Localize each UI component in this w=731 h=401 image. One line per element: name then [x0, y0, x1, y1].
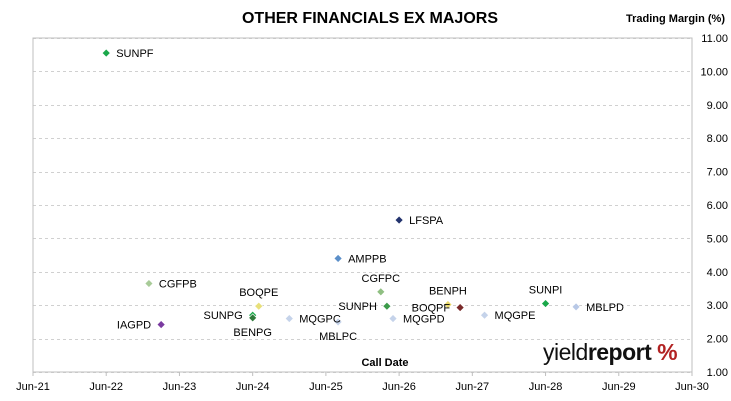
data-label-mblpd: MBLPD	[586, 302, 624, 314]
data-label-sunph: SUNPH	[338, 301, 377, 313]
x-tick-label: Jun-30	[675, 381, 709, 393]
yieldreport-logo: yieldreport %	[543, 339, 678, 366]
x-tick-label: Jun-23	[163, 381, 197, 393]
x-tick-label: Jun-24	[236, 381, 270, 393]
x-tick-label: Jun-29	[602, 381, 636, 393]
data-point-mqgpd	[388, 314, 398, 323]
x-tick-label: Jun-26	[382, 381, 416, 393]
y-tick-label: 10.00	[700, 66, 728, 78]
data-label-sunpi: SUNPI	[529, 285, 563, 297]
y-tick-label: 5.00	[707, 233, 728, 245]
data-label-mqgpd: MQGPD	[403, 314, 445, 326]
data-point-benph	[443, 300, 453, 309]
data-label-cgfpc: CGFPC	[362, 273, 401, 285]
data-label-benph: BENPH	[429, 286, 467, 298]
x-tick-labels: Jun-21 Jun-22 Jun-23 Jun-24 Jun-25 Jun-26 Jun-…	[16, 381, 709, 393]
x-tick-label: Jun-21	[16, 381, 50, 393]
data-point-boqpe	[254, 301, 264, 311]
y-tick-label: 4.00	[707, 267, 728, 279]
data-point-benpg	[248, 313, 258, 323]
data-point-iagpd	[156, 320, 166, 329]
data-point-cgfpc	[376, 287, 386, 297]
data-label-amppb: AMPPB	[348, 253, 387, 265]
y-tick-label: 3.00	[707, 300, 728, 312]
logo-percent-icon: %	[651, 339, 678, 365]
data-points	[101, 48, 581, 329]
data-point-mqgpc	[284, 314, 294, 323]
plot-border	[32, 37, 693, 373]
x-tick-label: Jun-28	[529, 381, 563, 393]
x-tick-label: Jun-27	[456, 381, 490, 393]
data-point-lfspa	[394, 215, 404, 225]
data-point-mblpc	[333, 317, 343, 327]
x-tick-label: Jun-25	[309, 381, 343, 393]
y-tick-label: 7.00	[707, 167, 728, 179]
data-label-sunpf: SUNPF	[116, 48, 154, 60]
data-label-cgfpb: CGFPB	[159, 278, 197, 290]
data-label-sunpg: SUNPG	[204, 310, 243, 322]
data-point-amppb	[333, 254, 343, 263]
y-axis-label: Trading Margin (%)	[626, 13, 725, 25]
data-label-boqpf: BOQPF	[412, 303, 451, 315]
data-label-mblpc: MBLPC	[319, 331, 357, 343]
y-tick-label: 2.00	[707, 334, 728, 346]
data-point-mblpd	[571, 302, 581, 312]
x-tick-label: Jun-22	[89, 381, 123, 393]
x-axis-label: Call Date	[361, 357, 409, 369]
y-tick-label: 8.00	[707, 133, 728, 145]
data-label-mqgpc: MQGPC	[299, 314, 341, 326]
data-point-sunpf	[101, 48, 111, 58]
data-label-lfspa: LFSPA	[409, 215, 444, 227]
data-point-boqpf	[455, 303, 465, 312]
data-label-mqgpe: MQGPE	[495, 310, 536, 322]
data-label-benpg: BENPG	[233, 327, 272, 339]
data-point-cgfpb	[144, 279, 154, 288]
data-point-mqgpe	[480, 310, 489, 320]
data-label-iagpd: IAGPD	[117, 320, 151, 332]
data-point-sunpi	[541, 299, 550, 308]
y-tick-label: 9.00	[707, 100, 728, 112]
y-tick-label: 6.00	[707, 200, 728, 212]
y-tick-label: 1.00	[707, 367, 728, 379]
logo-text-report: report	[587, 339, 652, 365]
data-labels: SUNPF LFSPA AMPPB CGFPB CGFPC BOQPE SUNPH BENPH…	[116, 48, 624, 343]
y-tick-labels: 1.00 2.00 3.00 4.00 5.00 6.00 7.00 8.00 9.00 10.0…	[700, 33, 728, 379]
chart-title: OTHER FINANCIALS EX MAJORS	[241, 10, 498, 27]
y-tick-label: 11.00	[701, 33, 728, 45]
axes	[32, 37, 693, 376]
logo-text-yield: yield	[543, 339, 588, 365]
data-label-boqpe: BOQPE	[239, 287, 278, 299]
data-point-sunph	[382, 301, 392, 311]
